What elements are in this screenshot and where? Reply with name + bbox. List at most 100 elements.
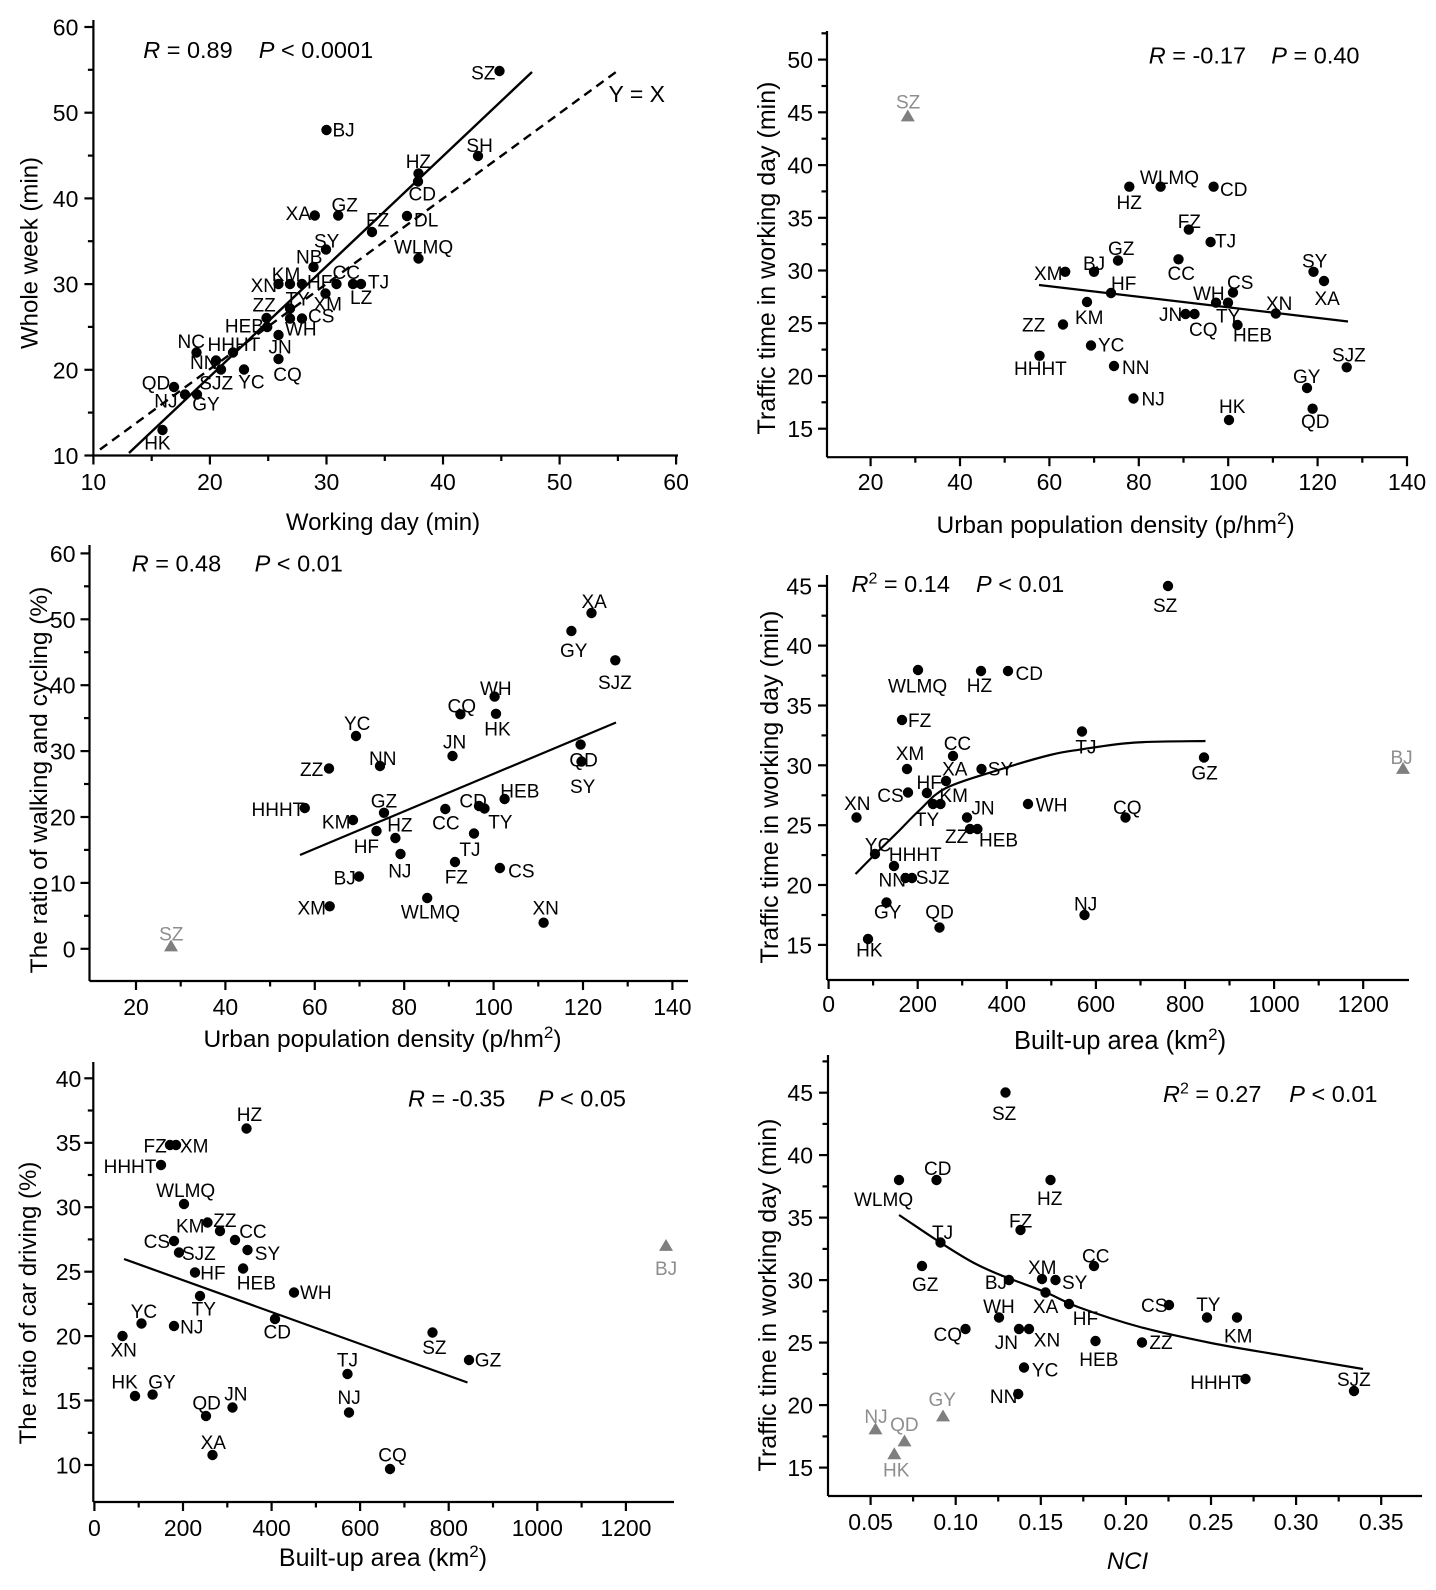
svg-text:Built-up area (km2): Built-up area (km2): [1014, 1025, 1226, 1055]
svg-text:35: 35: [786, 693, 812, 719]
svg-text:WH: WH: [285, 320, 317, 341]
svg-text:SJZ: SJZ: [598, 673, 632, 694]
svg-text:SY: SY: [314, 232, 340, 253]
svg-text:20: 20: [56, 1324, 82, 1350]
svg-text:FZ: FZ: [908, 711, 932, 732]
svg-text:45: 45: [787, 100, 813, 126]
svg-text:CC: CC: [239, 1222, 266, 1243]
svg-text:KM: KM: [1224, 1327, 1253, 1348]
svg-text:NN: NN: [1122, 358, 1149, 379]
svg-text:P < 0.01: P < 0.01: [976, 571, 1064, 597]
svg-text:Urban population density (p/hm: Urban population density (p/hm2): [937, 509, 1295, 539]
svg-text:Built-up area (km2): Built-up area (km2): [279, 1542, 487, 1572]
svg-text:CD: CD: [924, 1159, 951, 1180]
svg-text:JN: JN: [443, 733, 466, 754]
svg-text:Whole week (min): Whole week (min): [17, 157, 44, 349]
svg-text:QD: QD: [1301, 412, 1330, 433]
svg-text:140: 140: [1388, 469, 1426, 495]
svg-text:HEB: HEB: [225, 317, 264, 338]
svg-text:20: 20: [50, 805, 76, 831]
svg-text:HHHT: HHHT: [208, 335, 261, 356]
svg-text:FZ: FZ: [1178, 212, 1202, 233]
svg-text:TJ: TJ: [368, 273, 389, 294]
svg-text:30: 30: [56, 1195, 82, 1221]
svg-text:JN: JN: [224, 1385, 247, 1406]
svg-text:KM: KM: [1075, 308, 1104, 329]
svg-text:15: 15: [56, 1388, 82, 1414]
svg-text:CS: CS: [877, 786, 903, 807]
svg-text:TY: TY: [192, 1300, 217, 1321]
svg-text:25: 25: [56, 1259, 82, 1285]
svg-text:30: 30: [787, 258, 813, 284]
svg-text:P = 0.40: P = 0.40: [1271, 43, 1359, 69]
svg-text:BJ: BJ: [334, 868, 356, 889]
svg-text:Y = X: Y = X: [609, 81, 665, 107]
svg-text:TJ: TJ: [1075, 738, 1096, 759]
svg-text:10: 10: [53, 443, 79, 469]
svg-text:SJZ: SJZ: [1332, 346, 1366, 367]
svg-text:CQ: CQ: [378, 1446, 407, 1467]
svg-text:BJ: BJ: [1083, 254, 1105, 275]
svg-text:CD: CD: [264, 1323, 291, 1344]
svg-text:1200: 1200: [600, 1515, 651, 1541]
svg-text:SY: SY: [570, 777, 596, 798]
svg-text:KM: KM: [176, 1217, 205, 1238]
svg-text:20: 20: [123, 994, 149, 1020]
svg-text:CD: CD: [409, 185, 436, 206]
svg-text:WLMQ: WLMQ: [888, 677, 947, 698]
svg-text:HK: HK: [883, 1461, 910, 1482]
svg-text:0.10: 0.10: [933, 1509, 978, 1535]
svg-text:ZZ: ZZ: [945, 827, 969, 848]
svg-text:CD: CD: [1016, 664, 1043, 685]
svg-text:40: 40: [56, 1066, 82, 1092]
svg-text:50: 50: [547, 469, 573, 495]
svg-text:LZ: LZ: [350, 288, 373, 309]
svg-text:HF: HF: [1073, 1309, 1098, 1330]
svg-text:TY: TY: [1196, 1295, 1221, 1316]
svg-text:CD: CD: [459, 791, 486, 812]
svg-text:TY: TY: [915, 810, 940, 831]
svg-text:HZ: HZ: [967, 676, 993, 697]
svg-text:BJ: BJ: [985, 1273, 1007, 1294]
svg-text:QD: QD: [192, 1393, 221, 1414]
svg-text:CS: CS: [508, 862, 534, 883]
svg-text:XM: XM: [1034, 264, 1063, 285]
svg-text:200: 200: [899, 991, 937, 1017]
svg-text:Working day (min): Working day (min): [286, 509, 480, 536]
svg-text:XA: XA: [286, 204, 312, 225]
svg-text:WLMQ: WLMQ: [394, 238, 453, 259]
svg-text:JN: JN: [269, 338, 292, 359]
svg-text:CQ: CQ: [448, 697, 477, 718]
svg-text:QD: QD: [142, 374, 171, 395]
svg-text:20: 20: [787, 364, 813, 390]
svg-text:YC: YC: [238, 373, 264, 394]
svg-text:HZ: HZ: [406, 152, 432, 173]
svg-text:0: 0: [88, 1515, 101, 1541]
svg-text:0.30: 0.30: [1274, 1509, 1319, 1535]
svg-text:HZ: HZ: [1117, 193, 1143, 214]
svg-text:80: 80: [391, 994, 417, 1020]
svg-text:800: 800: [1166, 991, 1204, 1017]
svg-text:WLMQ: WLMQ: [854, 1190, 913, 1211]
svg-text:WH: WH: [480, 679, 512, 700]
svg-text:QD: QD: [925, 903, 954, 924]
svg-text:400: 400: [252, 1515, 290, 1541]
svg-text:1000: 1000: [512, 1515, 563, 1541]
svg-text:CQ: CQ: [273, 365, 302, 386]
svg-text:GZ: GZ: [1108, 239, 1135, 260]
svg-text:R2 = 0.14: R2 = 0.14: [852, 571, 950, 598]
svg-text:50: 50: [787, 47, 813, 73]
svg-text:600: 600: [1077, 991, 1115, 1017]
svg-text:ZZ: ZZ: [253, 296, 277, 317]
svg-text:0.15: 0.15: [1018, 1509, 1063, 1535]
svg-text:XN: XN: [251, 276, 277, 297]
svg-text:HHHT: HHHT: [104, 1157, 157, 1178]
svg-text:60: 60: [302, 994, 328, 1020]
svg-text:40: 40: [430, 469, 456, 495]
svg-text:20: 20: [197, 469, 223, 495]
svg-text:JN: JN: [995, 1333, 1018, 1354]
svg-text:35: 35: [787, 205, 813, 231]
svg-text:HF: HF: [917, 773, 942, 794]
svg-text:QD: QD: [569, 750, 598, 771]
svg-text:CS: CS: [1227, 273, 1253, 294]
